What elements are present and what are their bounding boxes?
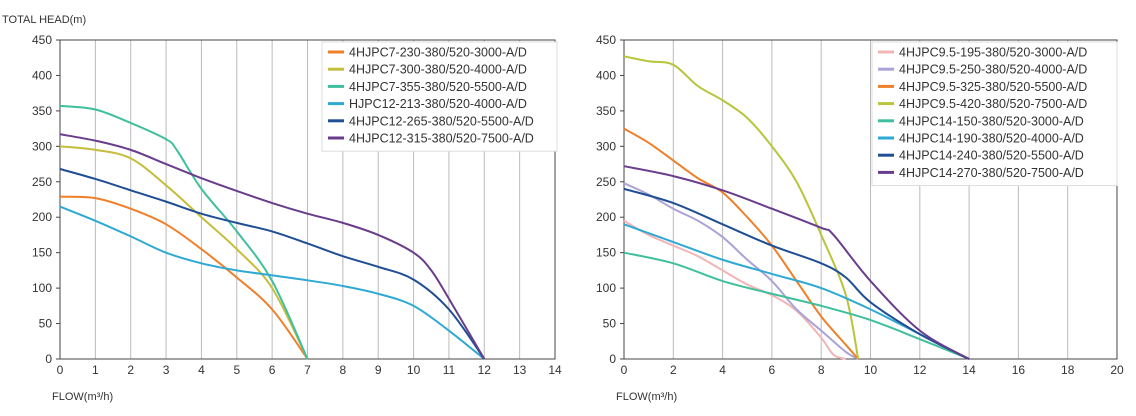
x-tick-label: 6 — [769, 363, 776, 377]
x-tick-label: 10 — [864, 363, 878, 377]
y-tick-label: 250 — [32, 175, 52, 189]
legend-box — [321, 41, 558, 152]
series-line — [59, 168, 486, 360]
y-tick-label: 50 — [39, 317, 53, 331]
x-tick-label: 13 — [513, 363, 527, 377]
x-tick-label: 9 — [375, 363, 382, 377]
series-line — [59, 205, 485, 360]
x-tick-label: 10 — [407, 363, 421, 377]
chart-1: 0 1 2 3 4 5 6 7 8 9 10 11 12 13 1405010015020025030035… — [2, 14, 562, 403]
y-tick-label: 250 — [596, 175, 616, 189]
plot-frame — [623, 39, 1118, 360]
y-tick-label: 150 — [32, 246, 52, 260]
series-line — [59, 133, 486, 360]
x-tick-label: 7 — [304, 363, 311, 377]
legend-label: 4HJPC7-300-380/520-4000-A/D — [349, 63, 527, 77]
x-tick-label: 4 — [198, 363, 205, 377]
x-tick-label: 12 — [913, 363, 927, 377]
legend-label: 4HJPC9.5-195-380/520-3000-A/D — [899, 46, 1087, 60]
legend-label: HJPC12-213-380/520-4000-A/D — [349, 97, 527, 111]
chart-2: 0 2 4 6 8 10 12 14 16 18 2005010015020025030035040… — [596, 33, 1124, 403]
x-tick-label: 18 — [1061, 363, 1075, 377]
series-line — [623, 55, 860, 360]
x-tick-label: 3 — [163, 363, 170, 377]
y-tick-label: 100 — [32, 281, 52, 295]
legend-label: 4HJPC14-240-380/520-5500-A/D — [899, 149, 1084, 163]
y-tick-label: 200 — [596, 210, 616, 224]
series-line — [623, 165, 970, 360]
series-line — [59, 104, 309, 360]
y-tick-label: 100 — [596, 281, 616, 295]
legend-label: 4HJPC7-230-380/520-3000-A/D — [349, 46, 527, 60]
x-tick-label: 2 — [127, 363, 134, 377]
x-tick-label: 6 — [269, 363, 276, 377]
x-tick-label: 4 — [719, 363, 726, 377]
series-line — [623, 251, 970, 360]
x-tick-label: 8 — [818, 363, 825, 377]
y-tick-label: 350 — [32, 104, 52, 118]
y-tick-label: 50 — [603, 317, 617, 331]
x-tick-label: 12 — [478, 363, 492, 377]
x-tick-label: 20 — [1110, 363, 1124, 377]
legend-label: 4HJPC12-265-380/520-5500-A/D — [349, 114, 534, 128]
x-tick-label: 2 — [670, 363, 677, 377]
x-tick-label: 0 — [621, 363, 628, 377]
legend-box — [871, 41, 1118, 187]
x-tick-label: 5 — [233, 363, 240, 377]
series-line — [623, 182, 859, 360]
y-tick-label: 300 — [32, 139, 52, 153]
x-tick-label: 14 — [962, 363, 976, 377]
legend-label: 4HJPC14-150-380/520-3000-A/D — [899, 114, 1084, 128]
legend-label: 4HJPC14-270-380/520-7500-A/D — [899, 166, 1084, 180]
x-tick-label: 14 — [548, 363, 562, 377]
legend-label: 4HJPC7-355-380/520-5500-A/D — [349, 80, 527, 94]
y-axis-label: TOTAL HEAD(m) — [2, 14, 86, 26]
x-tick-label: 0 — [57, 363, 64, 377]
x-axis-label: FLOW(m³/h) — [616, 391, 677, 403]
legend-label: 4HJPC9.5-250-380/520-4000-A/D — [899, 63, 1087, 77]
legend-label: 4HJPC9.5-325-380/520-5500-A/D — [899, 80, 1087, 94]
y-tick-label: 150 — [596, 246, 616, 260]
x-tick-label: 1 — [92, 363, 99, 377]
y-tick-label: 350 — [596, 104, 616, 118]
y-tick-label: 0 — [45, 352, 52, 366]
y-tick-label: 450 — [32, 33, 52, 47]
y-tick-label: 400 — [32, 68, 52, 82]
x-tick-label: 8 — [340, 363, 347, 377]
x-tick-label: 11 — [443, 363, 456, 377]
legend: 4HJPC9.5-195-380/520-3000-A/D 4HJPC9.5-25… — [871, 41, 1118, 187]
y-tick-label: 400 — [596, 68, 616, 82]
series-line — [623, 127, 859, 360]
series-line — [623, 219, 847, 360]
x-tick-label: 16 — [1012, 363, 1026, 377]
y-tick-label: 0 — [609, 352, 616, 366]
series-line — [623, 187, 970, 360]
legend-label: 4HJPC14-190-380/520-4000-A/D — [899, 132, 1084, 146]
y-tick-label: 450 — [596, 33, 616, 47]
y-tick-label: 200 — [32, 210, 52, 224]
series-line — [59, 195, 309, 360]
legend-label: 4HJPC9.5-420-380/520-7500-A/D — [899, 97, 1087, 111]
series-line — [59, 145, 309, 360]
x-axis-label: FLOW(m³/h) — [52, 391, 113, 403]
legend: 4HJPC7-230-380/520-3000-A/D 4HJPC7-300-38… — [321, 41, 558, 152]
y-tick-label: 300 — [596, 139, 616, 153]
legend-label: 4HJPC12-315-380/520-7500-A/D — [349, 132, 534, 146]
